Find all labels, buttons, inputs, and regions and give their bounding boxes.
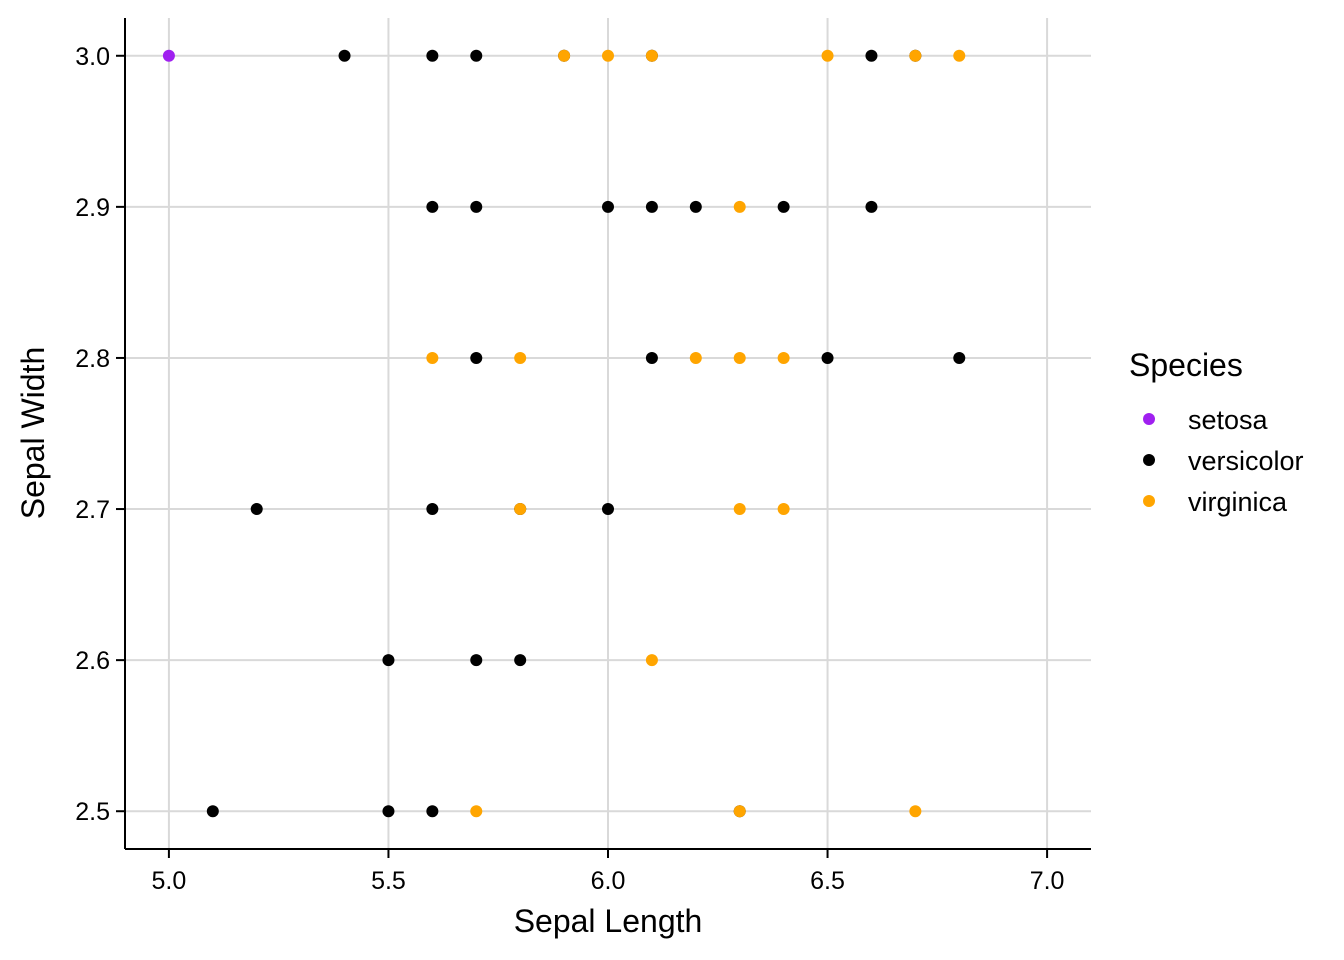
data-point-versicolor — [470, 654, 483, 667]
data-point-versicolor — [602, 200, 614, 213]
x-tick-label: 7.0 — [1030, 867, 1065, 895]
data-point-virginica — [426, 351, 439, 364]
data-point-versicolor — [470, 49, 483, 62]
y-tick-label: 2.9 — [75, 194, 110, 222]
y-tick-label: 2.8 — [75, 345, 110, 373]
x-tick-label: 5.5 — [371, 867, 406, 895]
data-point-versicolor — [426, 805, 439, 818]
legend-label-versicolor: versicolor — [1188, 446, 1304, 476]
data-point-versicolor — [338, 49, 351, 62]
x-tick-label: 6.0 — [591, 867, 626, 895]
data-point-virginica — [602, 49, 614, 62]
data-point-virginica — [777, 503, 790, 516]
data-point-versicolor — [865, 49, 878, 62]
data-point-virginica — [470, 805, 483, 818]
y-tick-label: 3.0 — [75, 43, 110, 71]
data-point-versicolor — [821, 351, 834, 364]
y-tick-label: 2.5 — [75, 798, 110, 826]
grid-lines — [125, 18, 1091, 849]
data-point-setosa — [162, 49, 175, 62]
data-point-versicolor — [250, 503, 263, 516]
legend-label-virginica: virginica — [1188, 487, 1288, 517]
data-point-virginica — [733, 351, 746, 364]
data-point-virginica — [558, 49, 571, 62]
data-point-virginica — [733, 503, 746, 516]
legend-key-virginica — [1143, 495, 1155, 507]
x-tick-label: 5.0 — [152, 867, 187, 895]
data-point-virginica — [733, 805, 746, 818]
data-point-versicolor — [953, 351, 966, 364]
data-point-versicolor — [382, 805, 395, 818]
data-points — [162, 49, 966, 818]
y-tick-label: 2.6 — [75, 647, 110, 675]
data-point-versicolor — [426, 49, 439, 62]
legend-key-setosa — [1143, 413, 1155, 425]
data-point-virginica — [689, 351, 702, 364]
data-point-versicolor — [470, 200, 483, 213]
legend-title: Species — [1129, 347, 1243, 383]
data-point-virginica — [733, 200, 746, 213]
data-point-virginica — [645, 49, 658, 62]
legend-label-setosa: setosa — [1188, 405, 1269, 435]
data-point-versicolor — [865, 200, 878, 213]
data-point-virginica — [777, 351, 790, 364]
data-point-virginica — [821, 49, 834, 62]
data-point-versicolor — [689, 200, 702, 213]
data-point-virginica — [909, 805, 922, 818]
data-point-versicolor — [645, 351, 658, 364]
data-point-virginica — [909, 49, 922, 62]
data-point-virginica — [514, 503, 527, 516]
data-point-versicolor — [206, 805, 219, 818]
data-point-versicolor — [602, 503, 614, 516]
data-point-versicolor — [382, 654, 395, 667]
data-point-versicolor — [426, 503, 439, 516]
x-axis-title: Sepal Length — [514, 903, 703, 939]
axis-ticks: 5.0 5.5 6.0 6.5 7.0 2.5 2.6 2.7 2.8 2.9 3.0 — [75, 43, 1064, 895]
data-point-virginica — [645, 654, 658, 667]
data-point-virginica — [514, 351, 527, 364]
legend: Species setosa versicolor virginica — [1129, 347, 1304, 517]
data-point-versicolor — [777, 200, 790, 213]
data-point-versicolor — [645, 200, 658, 213]
y-axis-title: Sepal Width — [15, 347, 51, 520]
data-point-versicolor — [470, 351, 483, 364]
data-point-versicolor — [514, 654, 527, 667]
data-point-virginica — [953, 49, 966, 62]
data-point-versicolor — [426, 200, 439, 213]
x-tick-label: 6.5 — [810, 867, 845, 895]
legend-key-versicolor — [1143, 454, 1155, 466]
y-tick-label: 2.7 — [75, 496, 110, 524]
